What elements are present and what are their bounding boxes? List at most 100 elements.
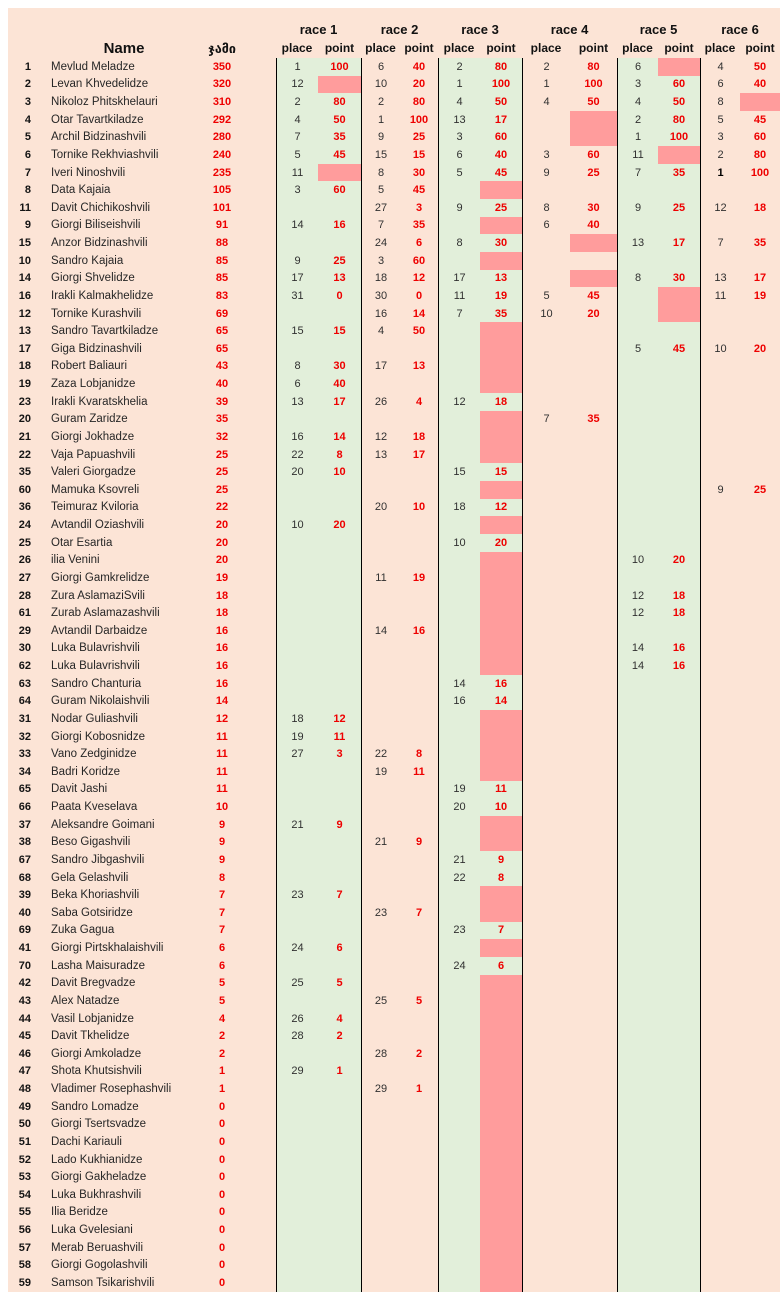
table-row: 59 Samson Tsikarishvili 0 — [8, 1274, 780, 1292]
point-cell — [658, 1062, 700, 1081]
place-cell — [700, 375, 740, 393]
total-points: 65 — [215, 342, 229, 355]
place-cell: 1 — [700, 163, 740, 182]
total-column-header: ჯამი — [208, 41, 236, 56]
point-cell — [318, 163, 361, 182]
place-cell — [438, 639, 480, 658]
place-cell — [276, 1097, 318, 1116]
place-cell — [617, 1221, 658, 1239]
point-cell: 20 — [658, 551, 700, 570]
spacer — [252, 1080, 276, 1098]
table-row: 1 Mevlud Meladze 350 1 100 6 40 2 80 2 80 6 4 50 — [8, 58, 780, 76]
point-cell — [570, 322, 617, 340]
spacer — [252, 763, 276, 781]
player-name: Zura AslamaziSvili — [51, 589, 145, 602]
point-cell — [400, 710, 438, 728]
place-cell: 17 — [276, 269, 318, 288]
place-cell — [522, 1027, 570, 1045]
point-cell — [318, 992, 361, 1010]
player-name: Tornike Rekhviashvili — [51, 148, 159, 161]
point-cell — [318, 692, 361, 711]
player-name: Valeri Giorgadze — [51, 466, 136, 479]
place-cell — [438, 1221, 480, 1239]
place-cell: 14 — [438, 674, 480, 693]
place-cell: 11 — [361, 569, 400, 587]
point-cell: 11 — [318, 727, 361, 746]
spacer — [252, 199, 276, 217]
point-cell — [400, 781, 438, 799]
rank-number: 20 — [18, 413, 31, 426]
place-cell — [617, 1133, 658, 1151]
point-cell — [570, 904, 617, 922]
place-cell — [617, 921, 658, 940]
total-points: 85 — [215, 272, 229, 285]
place-cell — [700, 904, 740, 922]
place-cell: 4 — [700, 58, 740, 76]
point-cell — [658, 833, 700, 852]
place-cell — [361, 639, 400, 658]
point-cell — [400, 604, 438, 622]
point-cell — [318, 904, 361, 922]
place-cell — [617, 780, 658, 799]
place-cell — [522, 798, 570, 816]
place-cell — [361, 1168, 400, 1186]
total-points: 10 — [215, 801, 229, 814]
table-row: 64 Guram Nikolaishvili 14 16 14 — [8, 692, 780, 711]
place-cell — [617, 287, 658, 305]
place-cell — [522, 1115, 570, 1134]
player-name: Beka Khoriashvili — [51, 889, 140, 902]
place-cell — [617, 1203, 658, 1222]
point-cell: 10 — [480, 798, 522, 816]
place-cell — [700, 780, 740, 799]
point-cell — [740, 305, 780, 323]
place-cell: 5 — [522, 287, 570, 305]
total-points: 32 — [215, 430, 229, 443]
point-cell — [318, 304, 361, 323]
point-cell: 15 — [412, 148, 426, 161]
spacer — [252, 305, 276, 323]
place-cell: 12 — [361, 428, 400, 446]
point-cell — [658, 886, 700, 904]
point-cell: 12 — [480, 498, 522, 517]
rank-number: 40 — [18, 906, 31, 919]
point-cell — [400, 587, 438, 605]
rank-number: 53 — [18, 1171, 31, 1184]
point-cell: 11 — [480, 780, 522, 799]
point-cell — [658, 904, 700, 922]
total-points: 101 — [212, 201, 232, 214]
spacer — [252, 1063, 276, 1081]
point-cell: 6 — [480, 956, 522, 975]
place-cell — [438, 251, 480, 270]
spacer — [252, 499, 276, 517]
table-row: 27 Giorgi Gamkrelidze 19 11 19 — [8, 569, 780, 587]
place-cell — [438, 745, 480, 763]
player-name: Giorgi Gakheladze — [51, 1171, 147, 1184]
point-cell — [570, 975, 617, 993]
name-column-header: Name — [103, 39, 145, 57]
player-name: Davit Chichikoshvili — [51, 201, 151, 214]
point-cell: 0 — [415, 289, 423, 302]
point-cell: 40 — [480, 146, 522, 164]
place-cell — [700, 463, 740, 481]
rank-number: 35 — [18, 466, 31, 479]
place-cell — [276, 498, 318, 517]
place-cell — [361, 868, 400, 887]
player-name: Mevlud Meladze — [51, 60, 135, 73]
place-cell: 23 — [361, 904, 400, 922]
spacer — [252, 146, 276, 164]
point-cell — [570, 1063, 617, 1081]
point-cell — [740, 1063, 780, 1081]
point-cell — [400, 1257, 438, 1275]
place-cell — [276, 1221, 318, 1239]
place-cell — [522, 1009, 570, 1028]
point-column-header: point — [486, 41, 516, 55]
spacer — [252, 181, 276, 199]
spacer — [252, 798, 276, 816]
point-cell: 60 — [658, 75, 700, 94]
place-cell — [522, 533, 570, 552]
rank-number: 16 — [18, 289, 31, 302]
place-cell: 21 — [438, 851, 480, 869]
place-cell — [361, 780, 400, 799]
rank-number: 56 — [18, 1224, 31, 1237]
point-cell — [480, 569, 522, 587]
